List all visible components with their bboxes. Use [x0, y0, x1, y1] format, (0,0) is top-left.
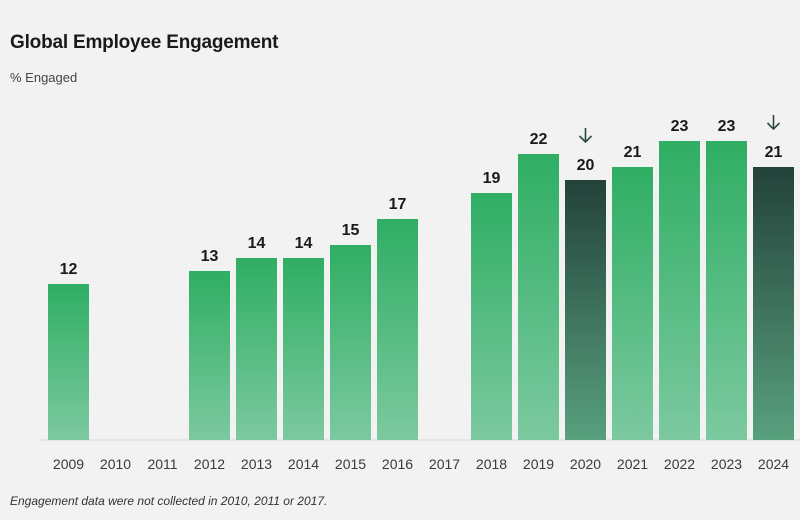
bar: [377, 219, 418, 440]
data-label: 19: [483, 170, 501, 187]
x-tick-label: 2013: [241, 456, 272, 472]
bar: [659, 141, 700, 440]
bar: [236, 258, 277, 440]
x-tick-label: 2016: [382, 456, 413, 472]
bar: [48, 284, 89, 440]
x-tick-label: 2014: [288, 456, 319, 472]
bar: [189, 271, 230, 440]
x-tick-label: 2011: [147, 456, 177, 472]
bar: [471, 193, 512, 440]
data-label: 20: [577, 157, 595, 174]
bar: [706, 141, 747, 440]
bar: [565, 180, 606, 440]
data-label: 14: [248, 235, 266, 252]
x-tick-label: 2010: [100, 456, 131, 472]
x-tick-label: 2015: [335, 456, 366, 472]
down-arrow-icon: [578, 128, 593, 144]
data-label: 22: [530, 131, 548, 148]
x-tick-label: 2022: [664, 456, 695, 472]
x-tick-label: 2009: [53, 456, 84, 472]
x-tick-label: 2024: [758, 456, 789, 472]
y-axis-label: % Engaged: [10, 70, 78, 85]
chart-title: Global Employee Engagement: [10, 32, 279, 53]
data-label: 21: [765, 144, 783, 161]
data-label: 23: [671, 118, 689, 135]
bar: [753, 167, 794, 440]
data-label: 14: [295, 235, 313, 252]
data-label: 13: [201, 248, 219, 265]
data-label: 21: [624, 144, 642, 161]
x-tick-label: 2019: [523, 456, 554, 472]
data-label: 23: [718, 118, 736, 135]
x-tick-label: 2012: [194, 456, 225, 472]
x-tick-label: 2023: [711, 456, 742, 472]
down-arrow-icon: [766, 115, 781, 131]
data-label: 17: [389, 196, 407, 213]
x-tick-label: 2018: [476, 456, 507, 472]
bar: [518, 154, 559, 440]
data-label: 12: [60, 261, 78, 278]
bar: [612, 167, 653, 440]
bar: [330, 245, 371, 440]
bar: [283, 258, 324, 440]
footnote: Engagement data were not collected in 20…: [10, 494, 328, 508]
x-tick-label: 2021: [617, 456, 648, 472]
data-label: 15: [342, 222, 360, 239]
x-tick-label: 2020: [570, 456, 601, 472]
x-tick-label: 2017: [429, 456, 460, 472]
